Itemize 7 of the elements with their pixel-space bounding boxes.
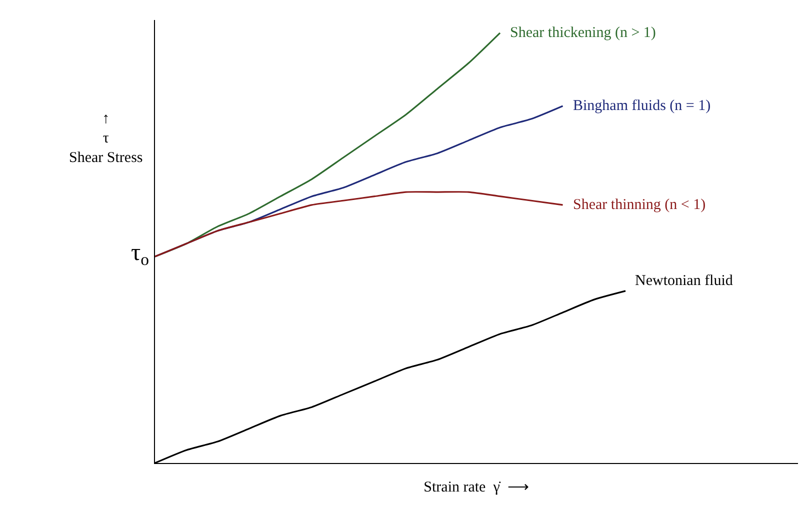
series-label: Newtonian fluid (635, 273, 734, 289)
series-label: Shear thinning (n < 1) (573, 197, 706, 213)
x-axis-title: Strain rate γ̇ ⟶ (424, 480, 530, 496)
series-label: Bingham fluids (n = 1) (573, 98, 711, 114)
annotation: τ$_{o}$ (131, 240, 150, 270)
series-label: Shear thickening (n > 1) (510, 25, 656, 41)
y-axis-title: ↑ τ Shear Stress (69, 111, 143, 166)
